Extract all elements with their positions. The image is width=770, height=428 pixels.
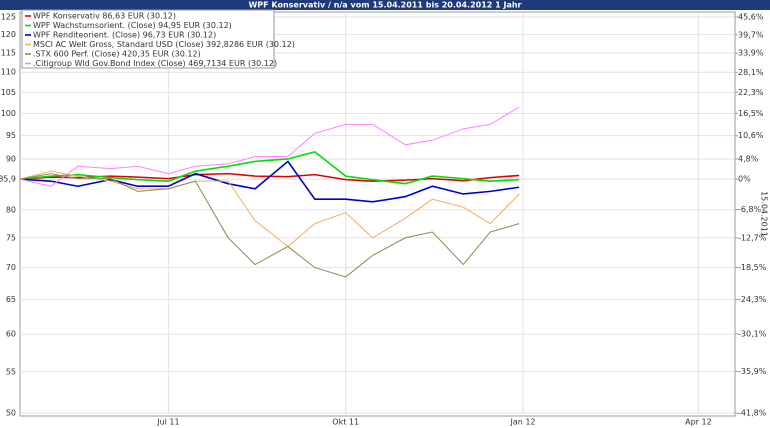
y2-tick-label: 4,8% <box>738 154 759 163</box>
line-series <box>19 173 520 278</box>
legend-label: WPF Konservativ 86,63 EUR (30.12) <box>33 12 176 21</box>
y2-tick-label: 22,3% <box>738 88 764 97</box>
legend-label: MSCI AC Welt Gross, Standard USD (Close)… <box>33 40 295 49</box>
y-tick-label: 80 <box>6 205 16 214</box>
y-tick-label: 65 <box>6 295 16 304</box>
y-tick-label: 70 <box>6 263 16 272</box>
x-tick-label: Apr 12 <box>685 418 712 427</box>
y2-tick-label: -41,8% <box>738 409 767 418</box>
y-tick-label: 120 <box>1 30 16 39</box>
legend-label: .Citigroup Wld Gov.Bond Index (Close) 46… <box>33 59 277 68</box>
title-bar <box>0 0 770 10</box>
line-series <box>19 106 520 187</box>
y2-tick-label: -30,1% <box>738 329 767 338</box>
x-tick-label: Jan 12 <box>509 418 535 427</box>
y-tick-label: 55 <box>6 367 16 376</box>
reference-date: 15.04.2011 <box>760 191 769 237</box>
chart-title: WPF Konservativ / n/a vom 15.04.2011 bis… <box>248 1 521 10</box>
line-series <box>19 170 520 248</box>
y-tick-label: 105 <box>1 88 16 97</box>
y-tick-label: 75 <box>6 233 16 242</box>
x-tick-label: Jul 11 <box>156 418 179 427</box>
y2-tick-label: -18,5% <box>738 263 767 272</box>
y2-tick-label: 10,6% <box>738 131 764 140</box>
y2-tick-label: 45,6% <box>738 13 764 22</box>
y2-tick-label: 16,5% <box>738 109 764 118</box>
y2-tick-label: -24,3% <box>738 295 767 304</box>
legend-label: WPF Wachstumsorient. (Close) 94,95 EUR (… <box>33 21 232 30</box>
y2-tick-label: 28,1% <box>738 68 764 77</box>
line-series <box>19 150 520 185</box>
y-tick-label: 95 <box>6 131 16 140</box>
y-tick-label: 60 <box>6 330 16 339</box>
y2-tick-label: -6,8% <box>738 205 762 214</box>
legend-label: WPF Renditeorient. (Close) 96,73 EUR (30… <box>33 31 216 40</box>
legend-label: .STX 600 Perf. (Close) 420,35 EUR (30.12… <box>33 50 201 59</box>
y-tick-label: 100 <box>1 109 16 118</box>
y-tick-label: 115 <box>1 49 16 58</box>
y2-tick-label: 33,9% <box>738 49 764 58</box>
y2-tick-label: -35,9% <box>738 367 767 376</box>
legend-box <box>21 9 275 69</box>
y2-tick-label: -12,7% <box>738 233 767 242</box>
y-tick-label: 85,9 <box>0 175 16 184</box>
x-tick-label: Okt 11 <box>332 418 359 427</box>
y-tick-label: 125 <box>1 13 16 22</box>
y2-tick-label: 39,7% <box>738 30 764 39</box>
plot-border <box>19 11 736 417</box>
y-tick-label: 90 <box>6 154 16 163</box>
y2-tick-label: 0% <box>738 175 751 184</box>
y-tick-label: 110 <box>1 68 16 77</box>
y-tick-label: 50 <box>6 409 16 418</box>
